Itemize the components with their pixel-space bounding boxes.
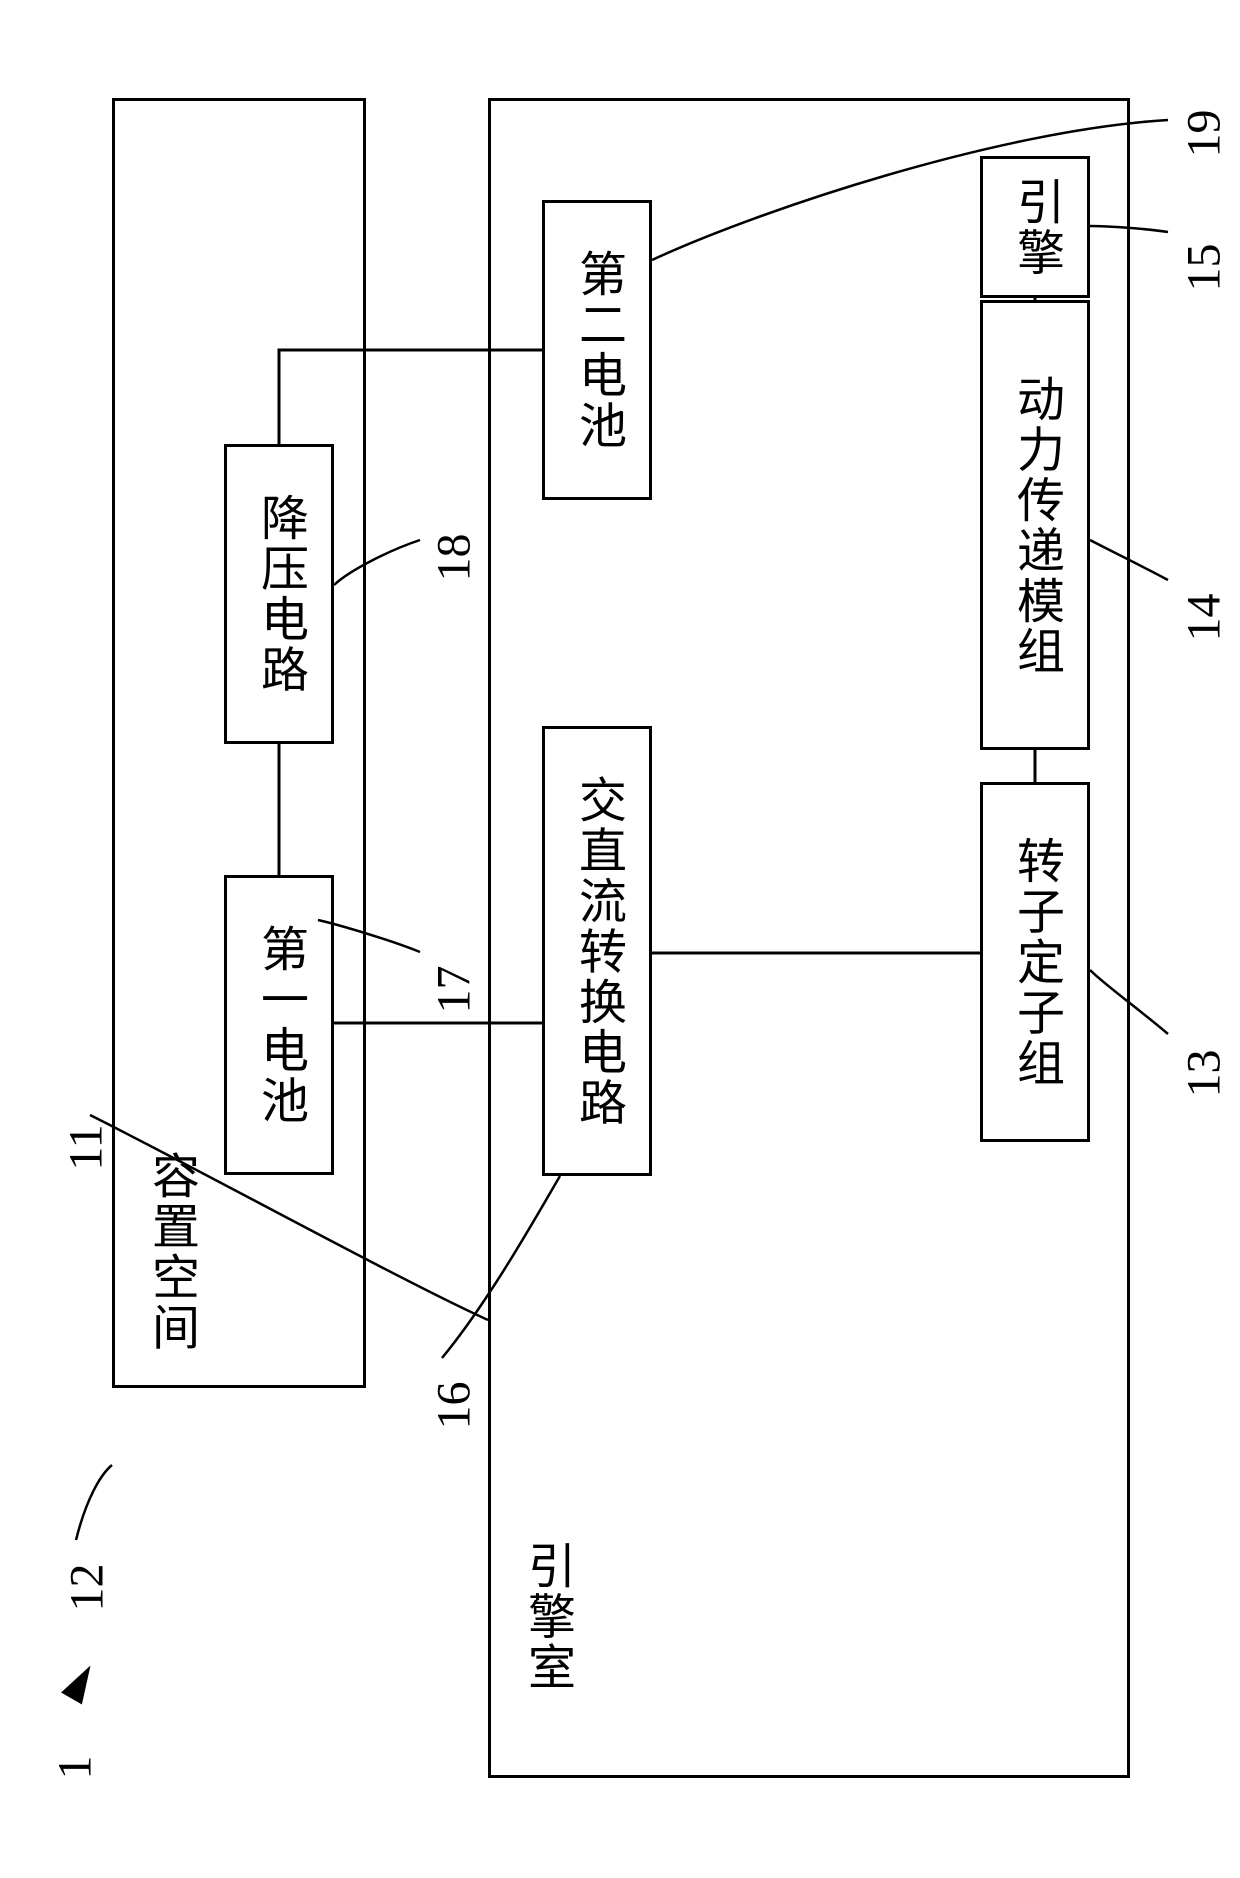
ref-label-19: 19: [1177, 110, 1232, 158]
ref-label-12: 12: [60, 1564, 115, 1612]
node-second-battery: 第二电池: [542, 200, 652, 500]
node-rotor-stator-label: 转子定子组: [1000, 836, 1070, 1088]
ref-1-arrow-icon: [61, 1660, 101, 1705]
ref-label-15: 15: [1177, 244, 1232, 292]
diagram-canvas: 容置空间 引擎室 第一电池 降压电路 第二电池 交直流转换电路 转子定子组 动力…: [0, 0, 1240, 1878]
node-rotor-stator: 转子定子组: [980, 782, 1090, 1142]
ref-label-14: 14: [1177, 594, 1232, 642]
container-engine-room-label: 引擎室: [511, 1541, 581, 1692]
node-first-battery-label: 第一电池: [244, 924, 314, 1126]
node-power-transfer: 动力传递模组: [980, 300, 1090, 750]
node-second-battery-label: 第二电池: [562, 249, 632, 451]
ref-label-11: 11: [59, 1124, 114, 1170]
ref-label-1: 1: [48, 1756, 103, 1780]
node-buck-circuit: 降压电路: [224, 444, 334, 744]
node-engine-label: 引擎: [1000, 177, 1070, 278]
node-power-transfer-label: 动力传递模组: [1000, 374, 1070, 676]
node-acdc-converter: 交直流转换电路: [542, 726, 652, 1176]
node-first-battery: 第一电池: [224, 875, 334, 1175]
node-acdc-converter-label: 交直流转换电路: [562, 775, 632, 1128]
leader-12: [76, 1465, 112, 1540]
node-buck-circuit-label: 降压电路: [244, 493, 314, 695]
node-engine: 引擎: [980, 156, 1090, 298]
ref-label-13: 13: [1177, 1050, 1232, 1098]
ref-label-16: 16: [427, 1382, 482, 1430]
container-accommodation-label: 容置空间: [135, 1151, 205, 1353]
ref-label-17: 17: [427, 966, 482, 1014]
ref-label-18: 18: [427, 534, 482, 582]
